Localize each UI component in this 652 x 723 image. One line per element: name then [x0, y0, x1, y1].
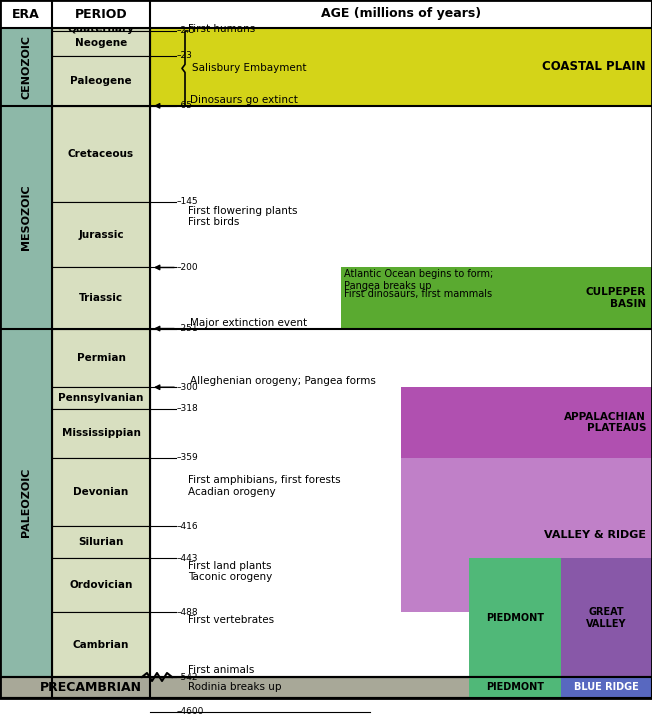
Text: Silurian: Silurian: [78, 537, 124, 547]
Text: Ordovician: Ordovician: [69, 581, 133, 591]
Bar: [52, 612, 150, 677]
Text: First flowering plants: First flowering plants: [188, 205, 297, 215]
Bar: [52, 106, 150, 202]
Text: PIEDMONT: PIEDMONT: [486, 683, 544, 693]
Text: First vertebrates: First vertebrates: [188, 615, 274, 625]
Text: BLUE RIDGE: BLUE RIDGE: [574, 683, 639, 693]
Text: Quaternary: Quaternary: [68, 25, 134, 35]
Bar: [52, 526, 150, 558]
Text: –145: –145: [177, 197, 199, 206]
Bar: [52, 202, 150, 268]
Text: ERA: ERA: [12, 7, 40, 20]
Text: Dinosaurs go extinct: Dinosaurs go extinct: [190, 95, 298, 105]
Text: Major extinction event: Major extinction event: [190, 317, 307, 328]
Text: MESOZOIC: MESOZOIC: [21, 184, 31, 250]
Text: –200: –200: [177, 263, 199, 272]
Text: Neogene: Neogene: [75, 38, 127, 48]
Text: First animals: First animals: [188, 665, 254, 675]
Text: GREAT
VALLEY: GREAT VALLEY: [586, 607, 627, 628]
Text: –542: –542: [177, 672, 198, 682]
Text: Pennsylvanian: Pennsylvanian: [58, 393, 143, 403]
Text: CULPEPER
BASIN: CULPEPER BASIN: [585, 287, 646, 309]
Text: First birds: First birds: [188, 217, 239, 226]
Text: PRECAMBRIAN: PRECAMBRIAN: [40, 681, 141, 694]
Bar: [150, 28, 652, 677]
Text: PERIOD: PERIOD: [75, 7, 127, 20]
Text: Atlantic Ocean begins to form;
Pangea breaks up: Atlantic Ocean begins to form; Pangea br…: [344, 270, 493, 291]
Text: –4600: –4600: [177, 708, 204, 716]
Bar: [52, 28, 150, 31]
Text: VALLEY & RIDGE: VALLEY & RIDGE: [544, 530, 646, 540]
Text: Paleogene: Paleogene: [70, 76, 132, 86]
Bar: [52, 388, 150, 408]
Bar: [0, 677, 652, 698]
Text: Cambrian: Cambrian: [73, 640, 129, 650]
Text: PIEDMONT: PIEDMONT: [486, 612, 544, 623]
Bar: [341, 268, 652, 328]
Text: Mississippian: Mississippian: [61, 428, 140, 438]
Text: –23: –23: [177, 51, 193, 60]
Text: AGE (millions of years): AGE (millions of years): [321, 7, 481, 20]
Bar: [0, 28, 52, 106]
Bar: [401, 458, 652, 612]
Text: Jurassic: Jurassic: [78, 230, 124, 239]
Bar: [0, 106, 52, 328]
Text: Triassic: Triassic: [79, 293, 123, 303]
Text: First dinosaurs, first mammals: First dinosaurs, first mammals: [344, 289, 492, 299]
Text: CENOZOIC: CENOZOIC: [21, 35, 31, 99]
Text: Cretaceous: Cretaceous: [68, 149, 134, 159]
Text: Devonian: Devonian: [74, 487, 128, 497]
Text: COASTAL PLAIN: COASTAL PLAIN: [542, 61, 646, 74]
Bar: [0, 677, 652, 698]
Text: –65: –65: [177, 101, 193, 111]
Text: –251: –251: [177, 324, 199, 333]
Text: –300: –300: [177, 382, 199, 392]
Text: First amphibians, first forests
Acadian orogeny: First amphibians, first forests Acadian …: [188, 475, 340, 497]
Bar: [52, 328, 150, 388]
Bar: [150, 28, 652, 106]
Bar: [401, 388, 652, 458]
Bar: [469, 677, 561, 698]
Text: First humans: First humans: [188, 25, 255, 35]
Bar: [52, 558, 150, 612]
Text: –443: –443: [177, 554, 198, 563]
Text: –488: –488: [177, 608, 199, 617]
Text: Permian: Permian: [76, 353, 125, 363]
Text: Alleghenian orogeny; Pangea forms: Alleghenian orogeny; Pangea forms: [190, 376, 376, 386]
Bar: [561, 558, 652, 677]
Bar: [469, 558, 561, 677]
Bar: [52, 268, 150, 328]
Bar: [52, 408, 150, 458]
Bar: [561, 677, 652, 698]
Bar: [0, 0, 652, 28]
Text: –416: –416: [177, 521, 199, 531]
Text: First land plants: First land plants: [188, 562, 271, 571]
Text: PALEOZOIC: PALEOZOIC: [21, 468, 31, 537]
Text: Salisbury Embayment: Salisbury Embayment: [192, 64, 306, 74]
Bar: [52, 56, 150, 106]
Bar: [0, 328, 52, 677]
Text: –2.5: –2.5: [177, 27, 196, 35]
Text: Taconic orogeny: Taconic orogeny: [188, 573, 273, 583]
Bar: [52, 458, 150, 526]
Text: –359: –359: [177, 453, 199, 463]
Text: APPALACHIAN
PLATEAUS: APPALACHIAN PLATEAUS: [564, 412, 646, 433]
Text: –318: –318: [177, 404, 199, 414]
Bar: [52, 31, 150, 56]
Text: Rodinia breaks up: Rodinia breaks up: [188, 683, 282, 693]
